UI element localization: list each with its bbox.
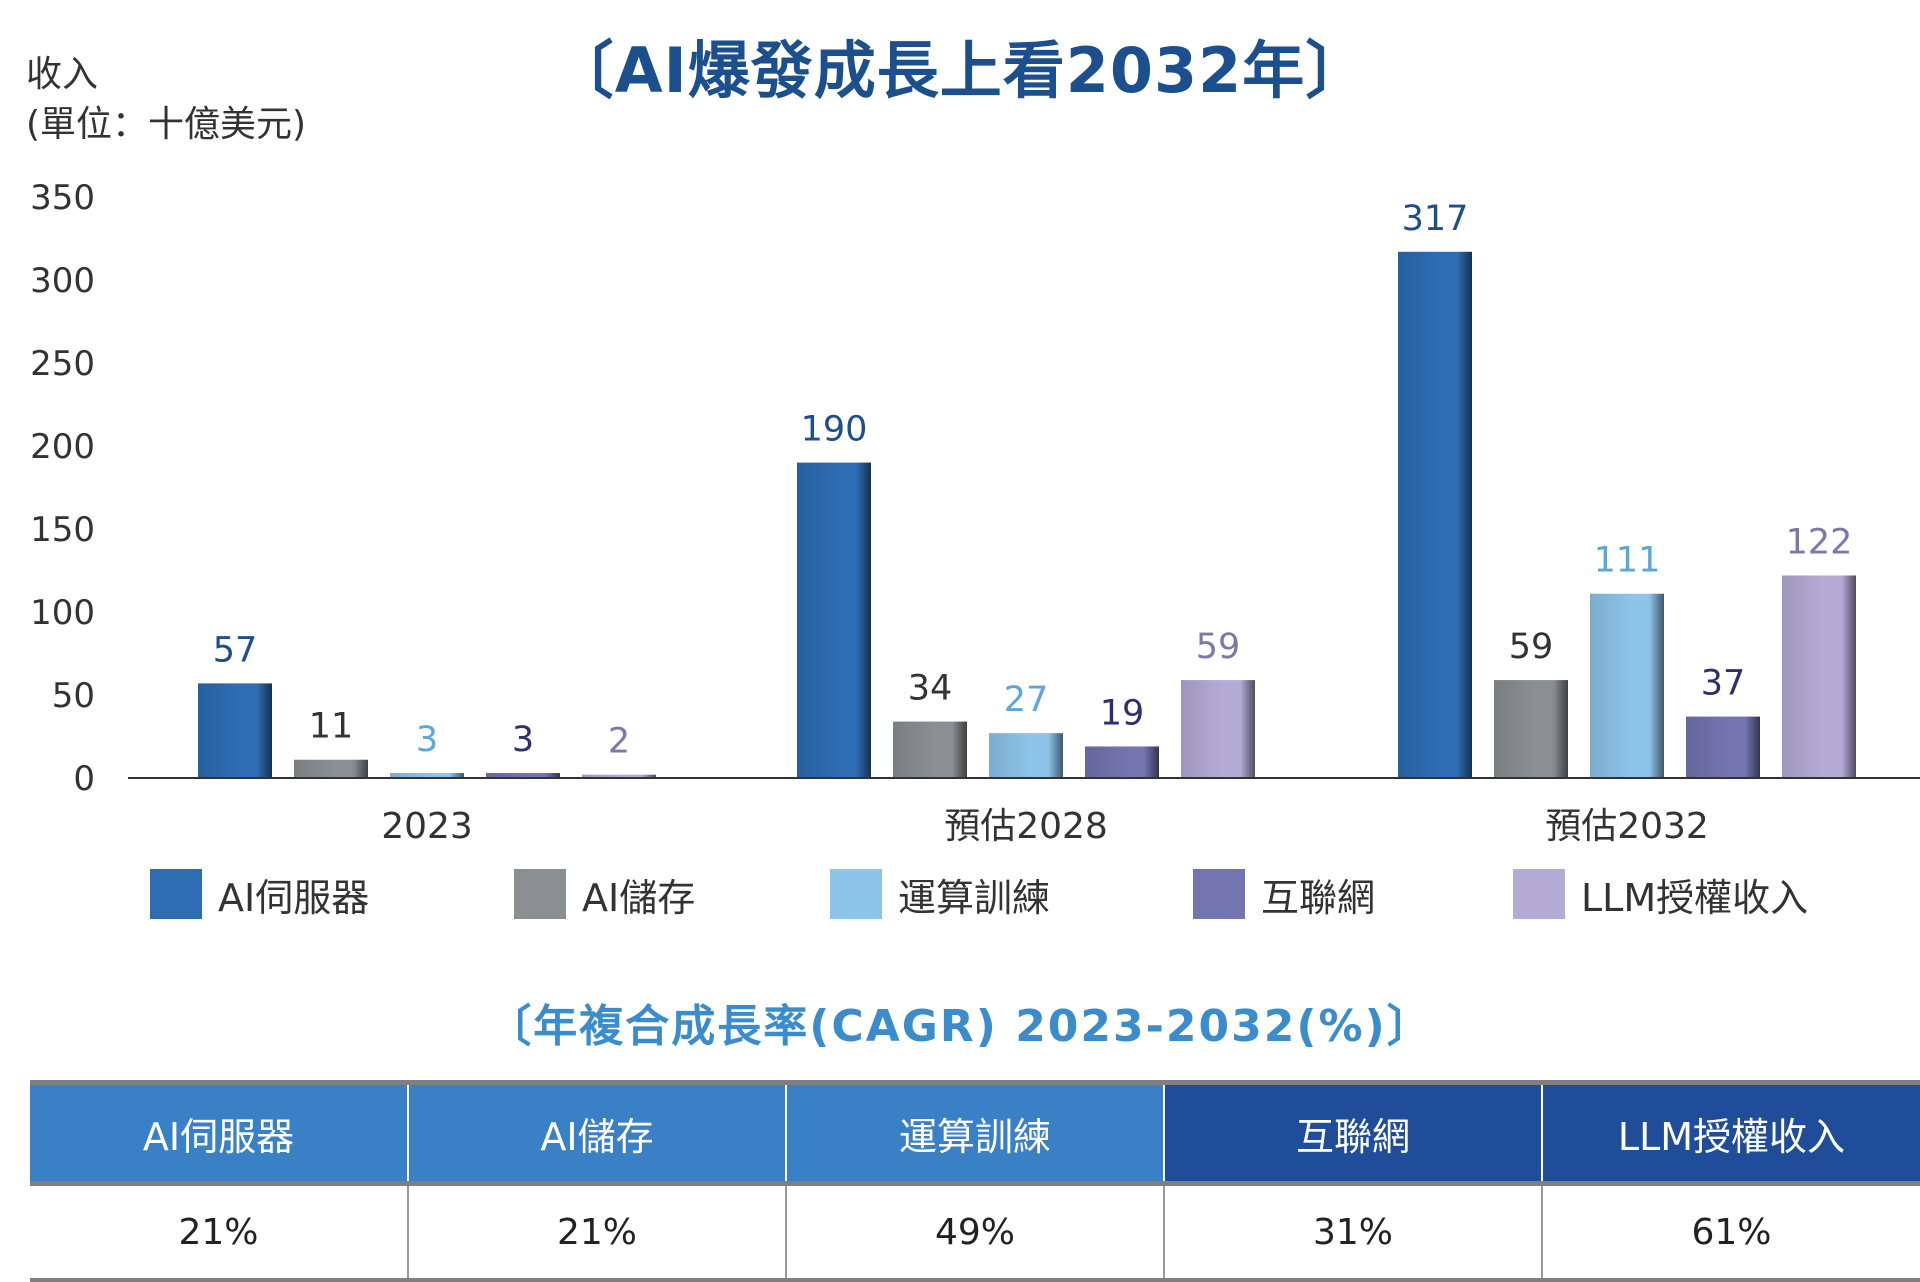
bar: [797, 463, 871, 778]
cagr-header-cell: AI伺服器: [30, 1083, 408, 1184]
legend-swatch: [1193, 869, 1245, 919]
y-tick-label: 350: [30, 178, 95, 218]
legend-item: 互聯網: [1193, 868, 1375, 920]
bar: [989, 733, 1063, 778]
y-tick-label: 250: [30, 344, 95, 384]
data-label: 59: [1196, 627, 1241, 667]
legend-swatch: [150, 869, 202, 919]
cagr-header-cell: 運算訓練: [786, 1083, 1164, 1184]
legend-item: AI儲存: [514, 868, 695, 920]
data-label: 3: [512, 720, 534, 760]
bar: [1181, 680, 1255, 778]
data-label: 34: [908, 669, 953, 709]
cagr-header-cell: LLM授權收入: [1542, 1083, 1920, 1184]
bar: [294, 760, 368, 778]
legend-swatch: [830, 869, 882, 919]
x-tick-label: 2023: [381, 806, 473, 847]
legend-label: AI儲存: [582, 867, 695, 922]
bar: [1494, 680, 1568, 778]
cagr-header-row: AI伺服器 AI儲存 運算訓練 互聯網 LLM授權收入: [30, 1083, 1920, 1184]
data-label: 11: [309, 707, 354, 747]
legend-swatch: [514, 869, 566, 919]
data-label: 57: [213, 630, 258, 670]
cagr-value-cell: 49%: [786, 1184, 1164, 1281]
data-label: 122: [1786, 522, 1853, 562]
legend-label: LLM授權收入: [1581, 867, 1808, 922]
legend-item: AI伺服器: [150, 868, 369, 920]
data-label: 59: [1509, 627, 1554, 667]
legend-label: AI伺服器: [218, 867, 369, 922]
legend-swatch: [1513, 869, 1565, 919]
data-label: 317: [1402, 199, 1469, 239]
cagr-title: 〔年複合成長率(CAGR) 2023-2032(%)〕: [0, 990, 1920, 1054]
legend-label: 運算訓練: [898, 867, 1050, 922]
cagr-value-cell: 61%: [1542, 1184, 1920, 1281]
data-label: 37: [1701, 664, 1746, 704]
data-label: 111: [1594, 541, 1661, 581]
data-label: 19: [1100, 693, 1145, 733]
bar: [198, 683, 272, 778]
legend-label: 互聯網: [1261, 867, 1375, 922]
cagr-header-cell: 互聯網: [1164, 1083, 1542, 1184]
bar: [1085, 746, 1159, 778]
bar-chart: 0 50 100 150 200 250 300 350 57 11 3 3 2 190 34 27 19 59…: [0, 0, 1920, 850]
y-tick-label: 200: [30, 427, 95, 467]
bar: [1590, 594, 1664, 778]
bar: [893, 722, 967, 778]
bar: [1686, 717, 1760, 778]
bar: [1398, 252, 1472, 778]
x-tick-label: 預估2028: [944, 806, 1108, 847]
bar: [1782, 575, 1856, 778]
y-tick-label: 150: [30, 510, 95, 550]
y-tick-label: 100: [30, 593, 95, 633]
data-label: 2: [608, 722, 630, 762]
data-label: 27: [1004, 680, 1049, 720]
data-label: 190: [801, 410, 868, 450]
cagr-value-cell: 31%: [1164, 1184, 1542, 1281]
cagr-header-cell: AI儲存: [408, 1083, 786, 1184]
x-tick-label: 預估2032: [1545, 806, 1709, 847]
cagr-value-cell: 21%: [30, 1184, 408, 1281]
data-label: 3: [416, 720, 438, 760]
y-tick-label: 300: [30, 261, 95, 301]
legend-item: LLM授權收入: [1513, 868, 1808, 920]
cagr-value-cell: 21%: [408, 1184, 786, 1281]
y-tick-label: 50: [52, 676, 95, 716]
cagr-table: AI伺服器 AI儲存 運算訓練 互聯網 LLM授權收入 21% 21% 49% 31% 61%: [30, 1080, 1920, 1282]
legend-item: 運算訓練: [830, 868, 1050, 920]
y-tick-label: 0: [73, 759, 95, 799]
cagr-value-row: 21% 21% 49% 31% 61%: [30, 1184, 1920, 1281]
